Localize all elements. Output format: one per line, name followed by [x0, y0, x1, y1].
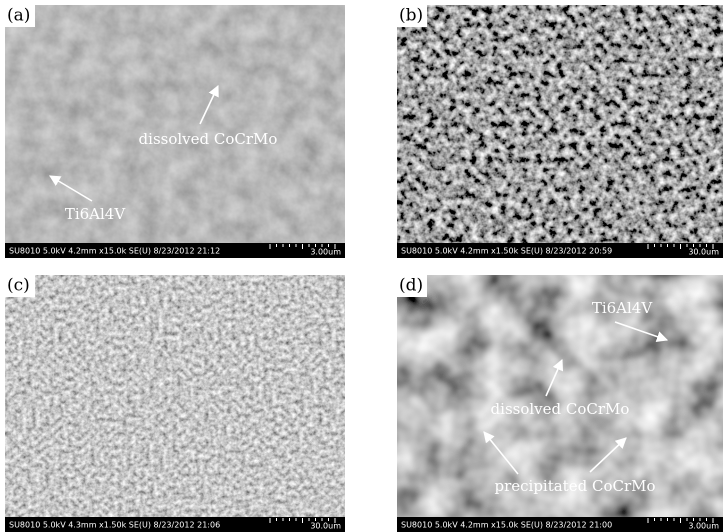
info-text: SU8010 5.0kV 4.2mm x1.50k SE(U) 8/23/201… — [401, 247, 612, 256]
info-text: SU8010 5.0kV 4.2mm x15.0k SE(U) 8/23/201… — [401, 521, 612, 530]
info-text: SU8010 5.0kV 4.3mm x1.50k SE(U) 8/23/201… — [9, 521, 220, 530]
annotation: Ti6Al4V — [592, 299, 654, 317]
scale-text: 3.00um — [310, 248, 341, 257]
sem-image — [397, 5, 723, 243]
sem-panel: SU8010 5.0kV 4.2mm x15.0k SE(U) 8/23/201… — [5, 5, 345, 258]
annotation: dissolved CoCrMo — [139, 130, 278, 148]
annotation: precipitated CoCrMo — [494, 477, 655, 495]
sem-image — [5, 5, 345, 243]
panel-label: (d) — [399, 276, 423, 296]
sem-panel: SU8010 5.0kV 4.2mm x15.0k SE(U) 8/23/201… — [397, 275, 723, 532]
scale-text: 30.0um — [310, 522, 341, 531]
sem-image — [5, 275, 345, 517]
figure: SU8010 5.0kV 4.2mm x15.0k SE(U) 8/23/201… — [0, 0, 723, 532]
annotation: Ti6Al4V — [65, 205, 127, 223]
scale-text: 3.00um — [688, 522, 719, 531]
panel-label: (a) — [7, 6, 30, 26]
annotation: dissolved CoCrMo — [491, 400, 630, 418]
panel-label: (c) — [7, 276, 30, 296]
sem-panel: SU8010 5.0kV 4.3mm x1.50k SE(U) 8/23/201… — [5, 275, 345, 532]
info-text: SU8010 5.0kV 4.2mm x15.0k SE(U) 8/23/201… — [9, 247, 220, 256]
panel-label: (b) — [399, 6, 423, 26]
sem-panel: SU8010 5.0kV 4.2mm x1.50k SE(U) 8/23/201… — [397, 5, 723, 258]
scale-text: 30.0um — [688, 248, 719, 257]
